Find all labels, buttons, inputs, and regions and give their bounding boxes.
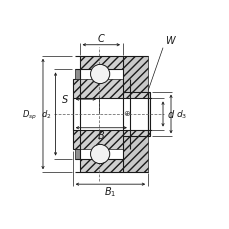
Text: D$_{sp}$: D$_{sp}$	[22, 108, 37, 121]
Text: d$_2$: d$_2$	[41, 108, 51, 121]
Text: B$_1$: B$_1$	[104, 184, 116, 198]
Polygon shape	[75, 70, 79, 79]
Polygon shape	[129, 92, 147, 99]
Polygon shape	[72, 99, 150, 130]
Polygon shape	[147, 92, 150, 99]
Text: $\oplus$: $\oplus$	[123, 108, 131, 117]
Polygon shape	[75, 150, 79, 159]
Polygon shape	[129, 130, 147, 137]
Polygon shape	[79, 159, 123, 172]
Text: C: C	[98, 34, 104, 44]
Polygon shape	[79, 57, 123, 70]
Text: B: B	[98, 130, 104, 140]
Polygon shape	[147, 130, 150, 137]
Text: S: S	[61, 95, 68, 105]
Circle shape	[90, 145, 109, 164]
Polygon shape	[72, 79, 129, 99]
Text: d$_3$: d$_3$	[175, 108, 186, 121]
Text: d: d	[167, 109, 173, 120]
Polygon shape	[123, 57, 147, 92]
Circle shape	[90, 65, 109, 84]
Text: W: W	[165, 35, 174, 46]
Polygon shape	[123, 137, 147, 172]
Polygon shape	[72, 130, 129, 150]
